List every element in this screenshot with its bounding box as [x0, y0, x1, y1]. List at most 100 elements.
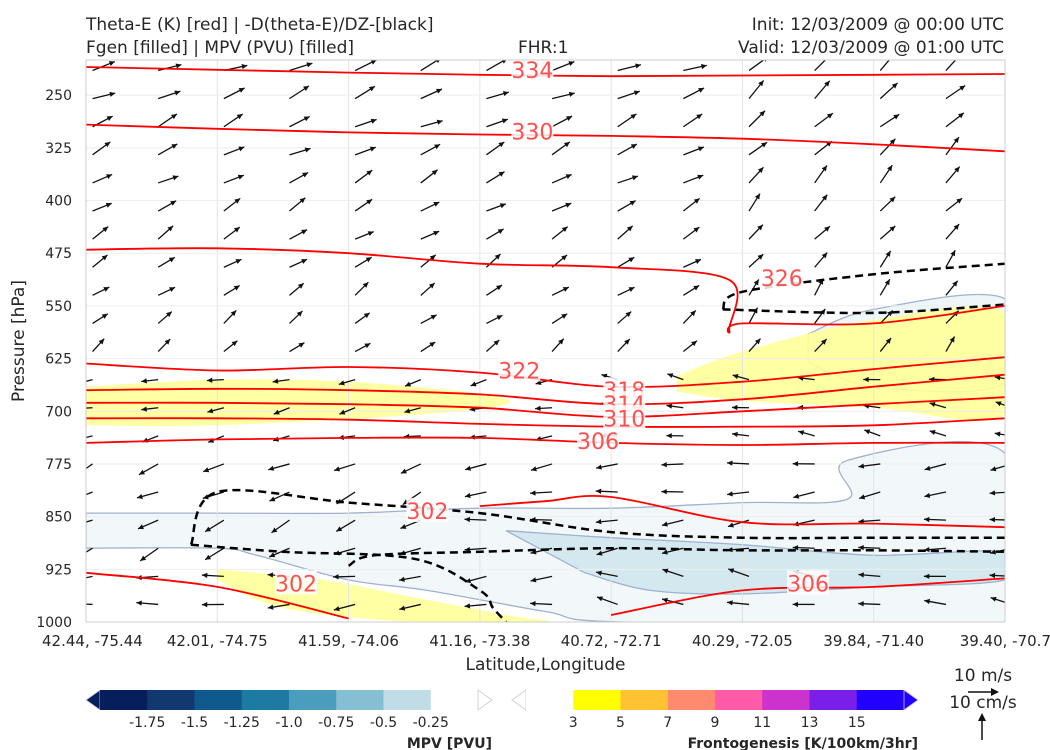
wind-vector	[354, 281, 369, 296]
x-tick-label: 40.29, -72.05	[692, 632, 793, 650]
y-tick-label: 475	[45, 246, 72, 262]
wind-vector	[595, 519, 618, 525]
wind-vector	[399, 575, 421, 582]
y-tick-label: 925	[45, 562, 72, 578]
wind-vector	[945, 112, 965, 128]
wind-vector	[92, 338, 105, 352]
wind-vector	[223, 87, 245, 100]
colorbar-swatch	[573, 690, 621, 710]
wind-vector	[354, 198, 373, 212]
wind-vector	[420, 341, 436, 353]
y-axis-label: Pressure [hPa]	[9, 280, 29, 402]
wind-vector	[92, 173, 113, 184]
wind-vector	[92, 91, 116, 100]
x-tick-label: 39.40, -70.7	[960, 632, 1050, 650]
wind-vector	[617, 63, 642, 72]
wind-vector	[86, 463, 93, 470]
wind-vector	[858, 463, 881, 469]
wind-vector	[1012, 137, 1025, 155]
wind-vector	[814, 60, 827, 72]
wind-vector	[223, 226, 241, 240]
init-time: Init: 12/03/2009 @ 00:00 UTC	[751, 15, 1004, 35]
wind-vector	[269, 547, 290, 558]
wind-vector	[551, 226, 569, 240]
wind-vector	[1012, 86, 1032, 98]
wind-vector	[465, 463, 487, 471]
wind-vector	[404, 407, 421, 414]
wind-vector	[551, 313, 568, 324]
colorbar-swatch	[147, 690, 195, 710]
wind-vector	[157, 113, 178, 128]
wind-vector	[682, 226, 700, 240]
wind-vector	[420, 282, 436, 296]
x-tick-label: 41.16, -73.38	[429, 632, 530, 650]
wind-vector	[530, 490, 553, 496]
wind-vector	[864, 429, 881, 437]
wind-vector	[92, 141, 111, 156]
contour-label: 306	[577, 430, 619, 455]
theta-e-contour-318	[86, 373, 1005, 406]
wind-vector	[666, 403, 684, 409]
colorbar-title: Frontogenesis [K/100km/3hr]	[688, 736, 918, 750]
wind-vector	[551, 338, 565, 352]
stability-contour	[347, 546, 1005, 567]
wind-vector	[157, 338, 171, 352]
wind-vector	[470, 379, 487, 387]
wind-vector	[748, 80, 765, 100]
wind-vector	[923, 573, 946, 579]
u-vector-key-label: 10 m/s	[954, 666, 1012, 686]
wind-vector	[339, 407, 356, 415]
wind-vector	[662, 568, 684, 577]
wind-vector	[485, 253, 501, 268]
x-tick-label: 42.01, -74.75	[167, 632, 268, 650]
colorbar-swatch	[667, 690, 716, 710]
wind-vector	[158, 63, 182, 72]
wind-vector	[354, 256, 373, 268]
y-tick-label: 700	[45, 404, 72, 420]
wind-vector	[86, 379, 93, 383]
wind-vector	[814, 308, 826, 324]
wind-vector	[617, 338, 631, 352]
wind-vector	[223, 197, 241, 212]
wind-vector	[814, 80, 831, 100]
wind-vector	[814, 338, 828, 352]
wind-vector	[157, 286, 176, 296]
wind-vector	[1012, 198, 1028, 211]
wind-vector	[464, 491, 487, 499]
wind-vector	[617, 175, 639, 184]
wind-vector	[683, 174, 704, 184]
colorbar-tick-label: 9	[711, 715, 720, 731]
colorbar-tick-label: 7	[663, 715, 672, 731]
wind-vector	[158, 175, 179, 184]
wind-vector	[879, 196, 896, 212]
wind-vector	[682, 197, 701, 212]
wind-vector	[157, 311, 173, 324]
colorbars: -1.75 -1.5 -1.25 -1.0 -0.75 -0.5 -0.25 MPV [PVU…	[85, 689, 919, 750]
wind-vector	[994, 431, 1005, 437]
wind-vector	[464, 603, 487, 609]
wind-vector	[726, 460, 750, 466]
wind-vector	[338, 379, 356, 386]
wind-vector	[617, 200, 636, 212]
wind-vector	[141, 378, 159, 384]
wind-vector	[924, 491, 947, 498]
y-tick-label: 250	[45, 88, 72, 104]
wind-vector	[86, 519, 93, 523]
wind-vector	[399, 603, 421, 611]
wind-vector	[924, 463, 947, 471]
vector-keys: 10 m/s 10 cm/s	[949, 666, 1017, 740]
wind-vector	[1012, 110, 1028, 126]
wind-vector	[354, 85, 376, 100]
stability-contour	[190, 543, 508, 622]
wind-vector	[207, 407, 225, 414]
wind-vector	[400, 463, 422, 474]
colorbar-tick-label: 5	[616, 715, 625, 731]
wind-vector	[814, 165, 828, 184]
wind-vector	[289, 310, 303, 324]
wind-vector	[206, 377, 224, 383]
wind-vector	[530, 601, 553, 607]
wind-vector	[289, 342, 305, 353]
wind-vector	[929, 429, 947, 437]
wind-vector	[204, 519, 225, 533]
wind-vector	[748, 60, 767, 72]
